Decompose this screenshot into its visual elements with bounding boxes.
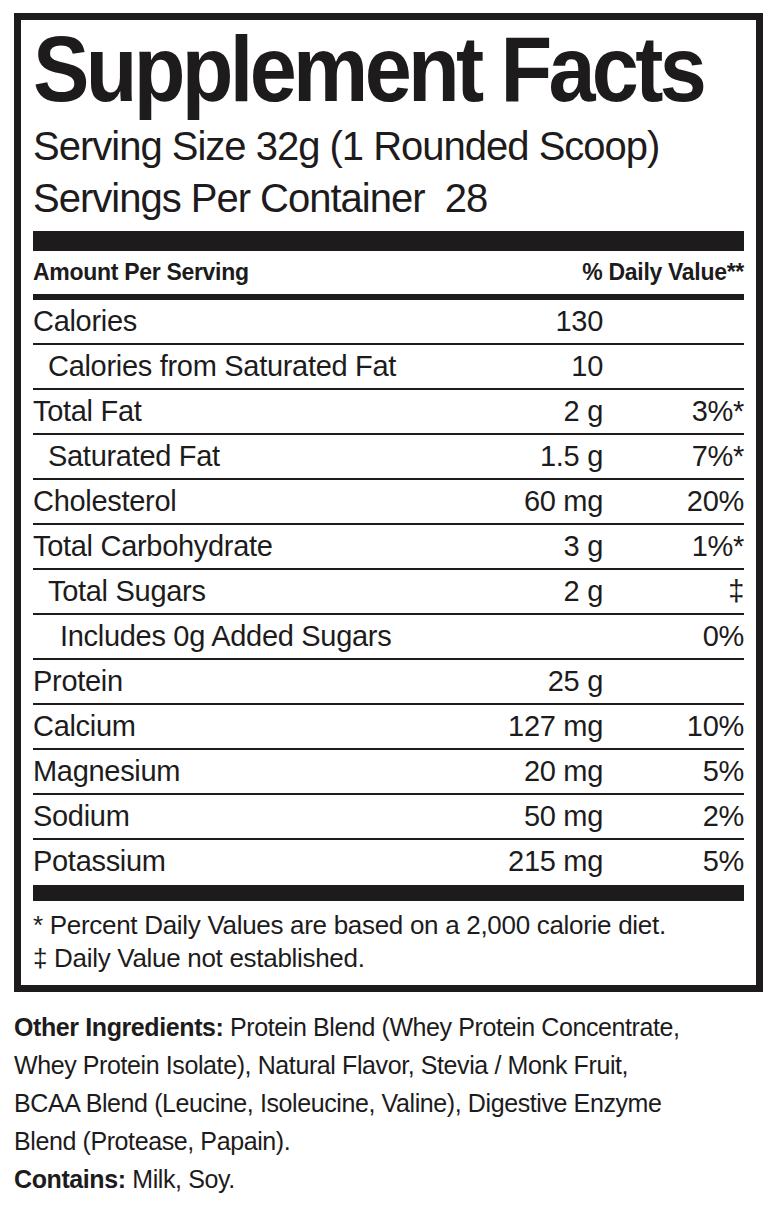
- nutrient-dv: 7%*: [603, 440, 744, 473]
- nutrient-name: Calcium: [33, 710, 428, 743]
- nutrient-name: Cholesterol: [33, 485, 428, 518]
- supplement-facts-panel: Supplement Facts Serving Size 32g (1 Rou…: [14, 13, 763, 992]
- nutrient-name: Calories: [33, 305, 428, 338]
- nutrient-amount: 1.5 g: [428, 440, 603, 473]
- nutrient-dv: 2%: [603, 800, 744, 833]
- nutrient-name: Total Sugars: [33, 575, 428, 608]
- nutrient-amount: 2 g: [428, 575, 603, 608]
- nutrient-amount: 127 mg: [428, 710, 603, 743]
- nutrient-dv: 10%: [603, 710, 744, 743]
- nutrient-row-saturated-fat: Saturated Fat 1.5 g 7%*: [33, 435, 744, 480]
- nutrient-amount: 10: [428, 350, 603, 383]
- nutrient-name: Potassium: [33, 845, 428, 878]
- contains-label: Contains:: [14, 1165, 126, 1193]
- nutrient-dv: 20%: [603, 485, 744, 518]
- nutrient-amount: 25 g: [428, 665, 603, 698]
- serving-size-text: Serving Size 32g (1 Rounded Scoop): [33, 120, 744, 172]
- nutrient-amount: 60 mg: [428, 485, 603, 518]
- contains-text: Milk, Soy.: [126, 1165, 235, 1193]
- nutrient-row-sodium: Sodium 50 mg 2%: [33, 795, 744, 840]
- serving-info: Serving Size 32g (1 Rounded Scoop) Servi…: [33, 120, 744, 224]
- other-ingredients-text-1: Protein Blend (Whey Protein Concentrate,: [224, 1013, 680, 1041]
- other-ingredients-line-1: Other Ingredients: Protein Blend (Whey P…: [14, 1008, 774, 1046]
- nutrient-dv: 3%*: [603, 395, 744, 428]
- nutrient-name: Sodium: [33, 800, 428, 833]
- nutrient-name: Saturated Fat: [33, 440, 428, 473]
- nutrient-row-potassium: Potassium 215 mg 5%: [33, 840, 744, 883]
- nutrient-row-calories: Calories 130: [33, 300, 744, 345]
- panel-title: Supplement Facts: [33, 22, 687, 116]
- nutrient-dv: 0%: [603, 620, 744, 653]
- nutrient-amount: 3 g: [428, 530, 603, 563]
- nutrient-row-total-carbohydrate: Total Carbohydrate 3 g 1%*: [33, 525, 744, 570]
- other-ingredients-line-2: Whey Protein Isolate), Natural Flavor, S…: [14, 1046, 774, 1084]
- nutrient-name: Protein: [33, 665, 428, 698]
- nutrient-amount: 130: [428, 305, 603, 338]
- ingredients-section: Other Ingredients: Protein Blend (Whey P…: [14, 1008, 774, 1198]
- nutrient-amount: 50 mg: [428, 800, 603, 833]
- nutrient-dv: ‡: [603, 575, 744, 608]
- table-header-row: Amount Per Serving % Daily Value**: [33, 251, 744, 300]
- nutrient-row-protein: Protein 25 g: [33, 660, 744, 705]
- nutrient-amount: 2 g: [428, 395, 603, 428]
- nutrient-row-total-fat: Total Fat 2 g 3%*: [33, 390, 744, 435]
- servings-per-container-text: Servings Per Container 28: [33, 172, 744, 224]
- other-ingredients-label: Other Ingredients:: [14, 1013, 224, 1041]
- nutrient-dv: 5%: [603, 845, 744, 878]
- daily-value-header: % Daily Value**: [582, 259, 744, 286]
- footnote-dv-not-established: ‡ Daily Value not established.: [33, 942, 744, 975]
- nutrient-amount: 215 mg: [428, 845, 603, 878]
- footnote-percent-daily-values: * Percent Daily Values are based on a 2,…: [33, 909, 744, 942]
- nutrient-name: Total Fat: [33, 395, 428, 428]
- divider-bar-bottom: [33, 885, 744, 901]
- nutrient-row-added-sugars: Includes 0g Added Sugars 0%: [33, 615, 744, 660]
- nutrient-name: Includes 0g Added Sugars: [33, 620, 428, 653]
- nutrient-row-magnesium: Magnesium 20 mg 5%: [33, 750, 744, 795]
- nutrient-dv: 1%*: [603, 530, 744, 563]
- other-ingredients-line-3: BCAA Blend (Leucine, Isoleucine, Valine)…: [14, 1084, 774, 1122]
- other-ingredients-line-4: Blend (Protease, Papain).: [14, 1122, 774, 1160]
- supplement-label-page: Supplement Facts Serving Size 32g (1 Rou…: [0, 0, 776, 1206]
- amount-per-serving-header: Amount Per Serving: [33, 259, 249, 286]
- nutrient-name: Total Carbohydrate: [33, 530, 428, 563]
- nutrient-row-cholesterol: Cholesterol 60 mg 20%: [33, 480, 744, 525]
- nutrient-name: Magnesium: [33, 755, 428, 788]
- nutrient-row-calories-from-saturated-fat: Calories from Saturated Fat 10: [33, 345, 744, 390]
- nutrient-name: Calories from Saturated Fat: [33, 350, 428, 383]
- contains-line: Contains: Milk, Soy.: [14, 1160, 774, 1198]
- nutrient-row-calcium: Calcium 127 mg 10%: [33, 705, 744, 750]
- nutrient-table: Calories 130 Calories from Saturated Fat…: [33, 300, 744, 883]
- nutrient-dv: 5%: [603, 755, 744, 788]
- nutrient-row-total-sugars: Total Sugars 2 g ‡: [33, 570, 744, 615]
- divider-bar-top: [33, 231, 744, 251]
- nutrient-amount: 20 mg: [428, 755, 603, 788]
